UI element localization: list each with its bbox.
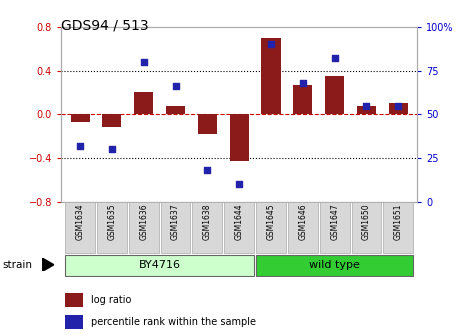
Bar [230, 114, 249, 161]
Text: log ratio: log ratio [91, 295, 131, 305]
FancyBboxPatch shape [256, 255, 413, 276]
Text: GSM1637: GSM1637 [171, 204, 180, 240]
Text: wild type: wild type [309, 260, 360, 270]
Text: percentile rank within the sample: percentile rank within the sample [91, 317, 256, 327]
Text: GSM1650: GSM1650 [362, 204, 371, 240]
FancyBboxPatch shape [288, 202, 318, 253]
FancyBboxPatch shape [192, 202, 222, 253]
Bar [261, 38, 280, 114]
Point [299, 80, 307, 85]
Bar [65, 315, 83, 329]
Bar [134, 92, 153, 114]
Text: GSM1635: GSM1635 [107, 204, 116, 240]
FancyBboxPatch shape [65, 202, 95, 253]
FancyBboxPatch shape [383, 202, 413, 253]
Text: GSM1647: GSM1647 [330, 204, 339, 240]
FancyBboxPatch shape [256, 202, 286, 253]
Text: GSM1636: GSM1636 [139, 204, 148, 240]
Text: BY4716: BY4716 [139, 260, 181, 270]
Point [235, 181, 243, 187]
Text: GSM1644: GSM1644 [234, 204, 244, 240]
Bar [166, 106, 185, 114]
Text: strain: strain [2, 260, 32, 270]
FancyBboxPatch shape [352, 202, 381, 253]
Point [394, 103, 402, 108]
Text: GDS94 / 513: GDS94 / 513 [61, 18, 149, 33]
Bar [325, 76, 344, 114]
Bar [102, 114, 121, 127]
Bar [198, 114, 217, 134]
Point [267, 42, 275, 47]
Text: GSM1646: GSM1646 [298, 204, 307, 240]
Bar [65, 293, 83, 307]
FancyBboxPatch shape [129, 202, 159, 253]
FancyBboxPatch shape [97, 202, 127, 253]
Text: GSM1645: GSM1645 [266, 204, 275, 240]
Text: GSM1651: GSM1651 [394, 204, 403, 240]
FancyBboxPatch shape [65, 255, 254, 276]
Point [331, 56, 339, 61]
Point [76, 143, 84, 149]
Text: GSM1638: GSM1638 [203, 204, 212, 240]
FancyBboxPatch shape [224, 202, 254, 253]
Point [108, 146, 116, 152]
Bar [389, 103, 408, 114]
Point [204, 167, 211, 173]
Point [172, 84, 179, 89]
Bar [357, 106, 376, 114]
Point [363, 103, 370, 108]
FancyBboxPatch shape [320, 202, 349, 253]
Polygon shape [42, 258, 54, 271]
FancyBboxPatch shape [160, 202, 190, 253]
Bar [293, 85, 312, 114]
Bar [70, 114, 90, 122]
Text: GSM1634: GSM1634 [76, 204, 84, 240]
Point [140, 59, 147, 65]
